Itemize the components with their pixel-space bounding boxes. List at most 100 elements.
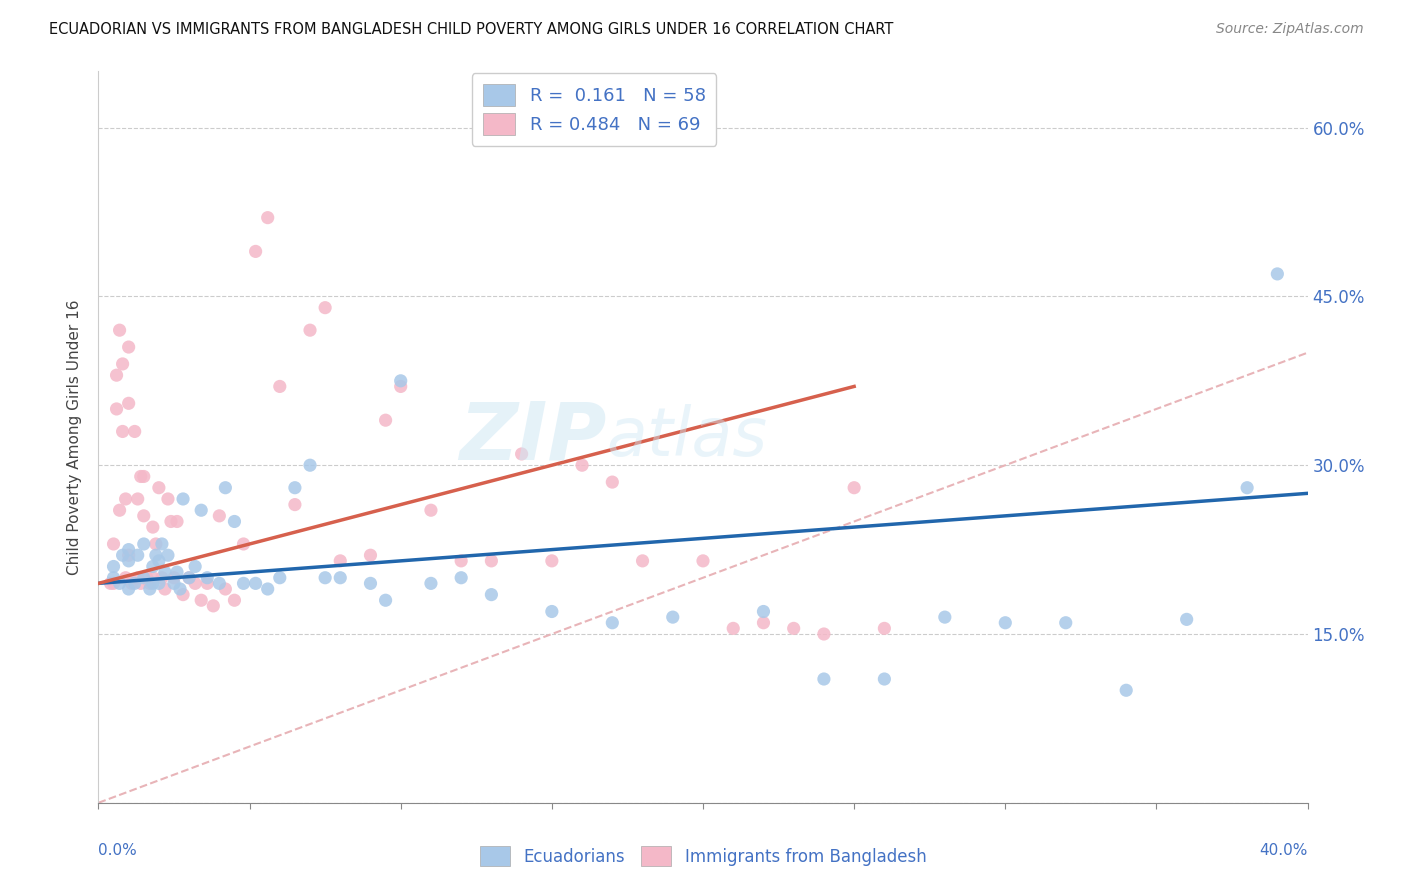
Point bbox=[118, 340, 141, 354]
Point bbox=[108, 323, 131, 337]
Point bbox=[153, 565, 176, 579]
Point bbox=[124, 425, 146, 439]
Point bbox=[631, 554, 654, 568]
Point bbox=[142, 576, 165, 591]
Point bbox=[118, 396, 141, 410]
Point bbox=[299, 458, 322, 473]
Point bbox=[450, 571, 472, 585]
Point bbox=[360, 576, 382, 591]
Point bbox=[129, 576, 152, 591]
Point bbox=[224, 515, 246, 529]
Y-axis label: Child Poverty Among Girls Under 16: Child Poverty Among Girls Under 16 bbox=[67, 300, 83, 574]
Text: ZIP: ZIP bbox=[458, 398, 606, 476]
Point bbox=[329, 554, 352, 568]
Point bbox=[148, 554, 170, 568]
Point bbox=[360, 548, 382, 562]
Point bbox=[184, 576, 207, 591]
Point bbox=[105, 401, 128, 416]
Point bbox=[148, 576, 170, 591]
Point bbox=[202, 599, 225, 613]
Point bbox=[245, 244, 267, 259]
Point bbox=[139, 576, 162, 591]
Point bbox=[172, 588, 194, 602]
Point bbox=[163, 576, 186, 591]
Point bbox=[389, 374, 412, 388]
Point bbox=[142, 571, 165, 585]
Point bbox=[661, 610, 683, 624]
Point bbox=[160, 515, 183, 529]
Point bbox=[103, 559, 125, 574]
Point bbox=[602, 475, 624, 489]
Point bbox=[166, 565, 188, 579]
Legend: R =  0.161   N = 58, R = 0.484   N = 69: R = 0.161 N = 58, R = 0.484 N = 69 bbox=[472, 73, 717, 146]
Point bbox=[179, 571, 201, 585]
Point bbox=[314, 301, 336, 315]
Point bbox=[214, 481, 236, 495]
Point bbox=[1236, 481, 1258, 495]
Legend: Ecuadorians, Immigrants from Bangladesh: Ecuadorians, Immigrants from Bangladesh bbox=[472, 839, 934, 873]
Point bbox=[752, 605, 775, 619]
Point bbox=[269, 571, 291, 585]
Point bbox=[420, 503, 443, 517]
Point bbox=[163, 571, 186, 585]
Point bbox=[124, 576, 146, 591]
Point bbox=[145, 537, 167, 551]
Point bbox=[214, 582, 236, 596]
Point bbox=[118, 554, 141, 568]
Point bbox=[1115, 683, 1137, 698]
Point bbox=[156, 548, 179, 562]
Point bbox=[169, 582, 191, 596]
Point bbox=[150, 537, 173, 551]
Point bbox=[232, 537, 254, 551]
Point bbox=[602, 615, 624, 630]
Point bbox=[127, 571, 149, 585]
Point bbox=[1175, 612, 1198, 626]
Point bbox=[208, 576, 231, 591]
Point bbox=[994, 615, 1017, 630]
Point bbox=[450, 554, 472, 568]
Point bbox=[245, 576, 267, 591]
Point bbox=[329, 571, 352, 585]
Point bbox=[692, 554, 714, 568]
Point bbox=[752, 615, 775, 630]
Point bbox=[127, 491, 149, 506]
Point bbox=[132, 537, 155, 551]
Point bbox=[153, 582, 176, 596]
Point bbox=[118, 548, 141, 562]
Point bbox=[111, 425, 134, 439]
Point bbox=[813, 672, 835, 686]
Point bbox=[389, 379, 412, 393]
Point bbox=[540, 554, 562, 568]
Point bbox=[190, 503, 212, 517]
Point bbox=[190, 593, 212, 607]
Point bbox=[139, 582, 162, 596]
Point bbox=[103, 576, 125, 591]
Point bbox=[108, 503, 131, 517]
Point bbox=[100, 576, 122, 591]
Point bbox=[571, 458, 593, 473]
Point bbox=[510, 447, 533, 461]
Point bbox=[1054, 615, 1077, 630]
Text: 0.0%: 0.0% bbox=[98, 843, 138, 858]
Point bbox=[934, 610, 956, 624]
Point bbox=[142, 559, 165, 574]
Point bbox=[284, 498, 307, 512]
Point bbox=[156, 491, 179, 506]
Point bbox=[873, 621, 896, 635]
Point bbox=[105, 368, 128, 383]
Point bbox=[420, 576, 443, 591]
Point bbox=[224, 593, 246, 607]
Point bbox=[148, 481, 170, 495]
Point bbox=[269, 379, 291, 393]
Point bbox=[481, 588, 503, 602]
Point bbox=[1267, 267, 1289, 281]
Text: Source: ZipAtlas.com: Source: ZipAtlas.com bbox=[1216, 22, 1364, 37]
Point bbox=[195, 576, 218, 591]
Point bbox=[374, 413, 396, 427]
Point bbox=[184, 559, 207, 574]
Text: atlas: atlas bbox=[606, 404, 768, 470]
Point bbox=[256, 211, 278, 225]
Point bbox=[108, 576, 131, 591]
Point bbox=[172, 491, 194, 506]
Point bbox=[723, 621, 745, 635]
